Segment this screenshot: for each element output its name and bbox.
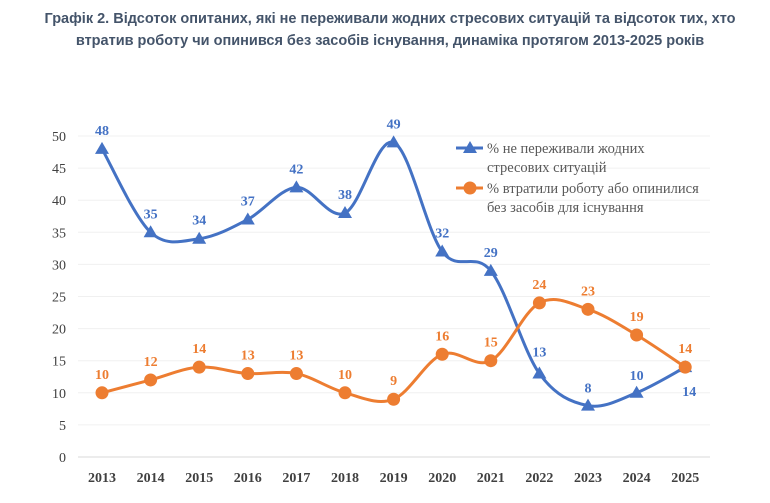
x-tick-label: 2015 (185, 471, 213, 486)
data-point (338, 386, 352, 400)
data-label: 10 (95, 368, 109, 383)
data-label: 34 (192, 214, 206, 229)
data-label: 15 (484, 336, 498, 351)
x-tick-label: 2020 (428, 471, 456, 486)
x-tick-label: 2014 (137, 471, 165, 486)
data-label: 49 (387, 117, 401, 132)
data-point (483, 263, 498, 276)
legend-label: стресових ситуацій (487, 160, 607, 176)
data-point (241, 367, 255, 381)
data-label: 14 (682, 385, 696, 400)
data-point (581, 398, 595, 411)
data-point (581, 302, 595, 316)
data-label: 42 (289, 162, 303, 177)
data-label: 14 (678, 342, 692, 357)
data-point (435, 347, 449, 361)
data-point (95, 386, 109, 400)
x-tick-label: 2024 (623, 471, 651, 486)
legend-label: % не переживали жодних (487, 141, 645, 157)
x-tick-label: 2016 (234, 471, 262, 486)
y-tick-label: 45 (52, 162, 66, 177)
y-tick-label: 0 (59, 451, 66, 466)
data-point (143, 225, 158, 238)
data-point (484, 354, 498, 368)
data-point (289, 180, 304, 193)
x-tick-label: 2013 (88, 471, 116, 486)
data-point (338, 206, 352, 219)
x-tick-label: 2022 (525, 471, 553, 486)
legend-label: % втратили роботу або опинилися (487, 181, 699, 197)
data-point (532, 296, 546, 310)
data-point (240, 212, 255, 225)
data-label: 38 (338, 188, 352, 203)
y-tick-label: 10 (52, 387, 66, 402)
data-point (532, 366, 547, 379)
data-point (435, 244, 450, 257)
data-label: 19 (630, 310, 644, 325)
y-tick-label: 50 (52, 130, 66, 145)
data-label: 13 (241, 349, 255, 364)
data-label: 29 (484, 246, 498, 261)
x-tick-label: 2019 (380, 471, 408, 486)
x-tick-label: 2023 (574, 471, 602, 486)
data-label: 48 (95, 124, 109, 139)
data-label: 13 (532, 346, 546, 361)
y-tick-label: 40 (52, 194, 66, 209)
data-point (387, 392, 401, 406)
legend-label: без засобів для існування (487, 200, 644, 216)
y-tick-label: 25 (52, 291, 66, 306)
data-point (630, 328, 644, 342)
data-label: 8 (585, 382, 592, 397)
data-point (144, 373, 158, 387)
data-point (192, 231, 207, 244)
data-label: 35 (144, 207, 158, 222)
data-label: 23 (581, 284, 595, 299)
y-tick-label: 35 (52, 226, 66, 241)
data-label: 13 (289, 349, 303, 364)
data-label: 24 (532, 278, 546, 293)
y-tick-label: 15 (52, 355, 66, 370)
chart-title: Графік 2. Відсоток опитаних, які не пере… (44, 11, 736, 49)
y-tick-label: 5 (59, 419, 66, 434)
x-tick-label: 2018 (331, 471, 359, 486)
legend-marker (463, 141, 477, 153)
data-point (629, 385, 644, 398)
y-tick-label: 30 (52, 258, 66, 273)
data-label: 16 (435, 329, 449, 344)
data-label: 10 (338, 368, 352, 383)
data-point (678, 360, 692, 374)
data-label: 37 (241, 194, 255, 209)
legend-marker (463, 181, 477, 195)
x-tick-label: 2017 (282, 471, 310, 486)
data-point (192, 360, 206, 374)
data-label: 14 (192, 342, 206, 357)
x-tick-label: 2025 (671, 471, 699, 486)
data-point (386, 135, 401, 148)
data-label: 9 (390, 374, 397, 389)
data-point (95, 141, 109, 154)
x-tick-label: 2021 (477, 471, 505, 486)
data-label: 32 (435, 227, 449, 242)
data-label: 10 (630, 369, 644, 384)
y-tick-label: 20 (52, 323, 66, 338)
data-label: 12 (144, 355, 158, 370)
data-point (289, 367, 303, 381)
